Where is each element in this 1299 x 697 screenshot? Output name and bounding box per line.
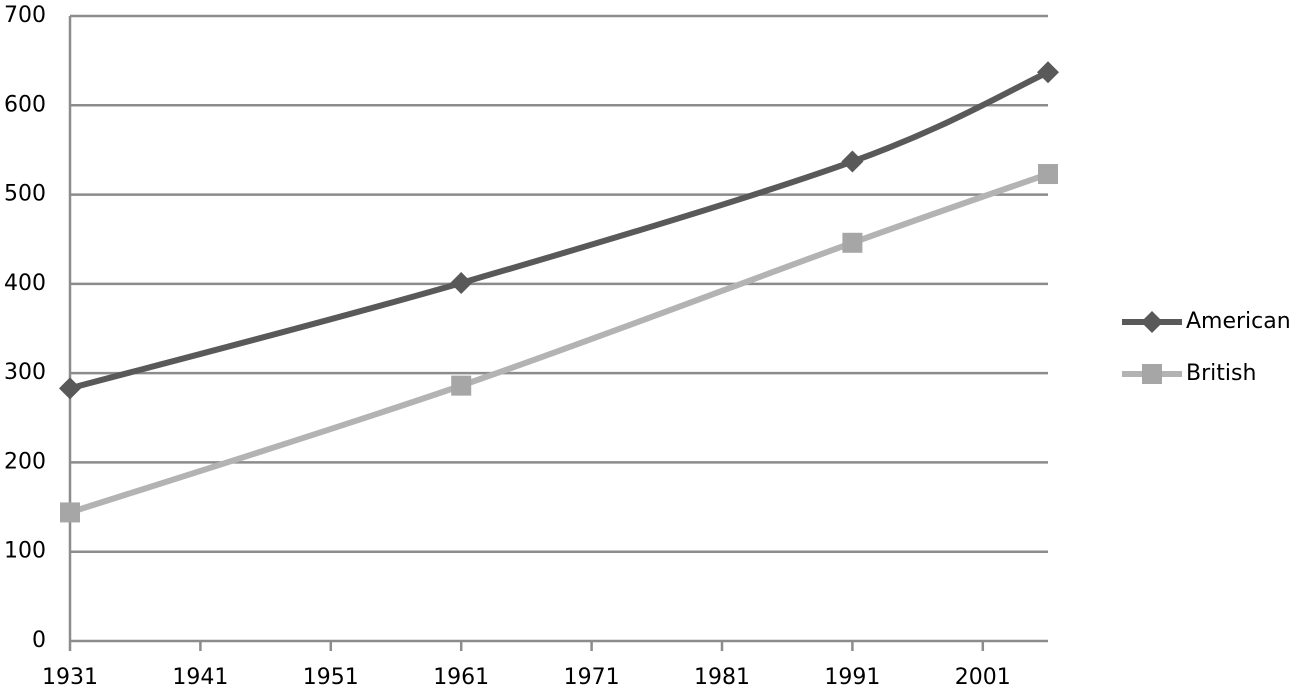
x-tick-label: 1981 (694, 665, 750, 690)
legend-label: American (1186, 309, 1291, 334)
marker (1038, 164, 1058, 185)
x-tick-label: 1941 (172, 665, 228, 690)
legend-marker (1141, 311, 1163, 333)
y-tick-label: 0 (32, 628, 46, 653)
marker (842, 232, 863, 253)
marker (450, 271, 473, 294)
series-line (69, 69, 1050, 392)
y-tick-label: 600 (4, 92, 46, 117)
y-tick-label: 700 (4, 3, 46, 28)
x-tick-label: 1971 (564, 665, 620, 690)
y-tick-label: 100 (4, 539, 46, 564)
x-tick-label: 1991 (824, 665, 880, 690)
marker (59, 377, 81, 400)
y-tick-label: 300 (4, 360, 46, 385)
y-tick-label: 500 (4, 182, 46, 207)
x-tick-label: 2001 (955, 665, 1011, 690)
x-tick-label: 1961 (433, 665, 489, 690)
series-line (69, 171, 1049, 516)
marker (1037, 61, 1059, 84)
legend-label: British (1186, 361, 1256, 386)
marker (451, 375, 472, 396)
marker (60, 502, 80, 523)
y-tick-label: 200 (4, 449, 46, 474)
y-tick-label: 400 (4, 271, 46, 296)
marker (841, 150, 864, 173)
x-tick-label: 1931 (42, 665, 98, 690)
x-tick-label: 1951 (303, 665, 359, 690)
legend-marker (1142, 364, 1162, 384)
